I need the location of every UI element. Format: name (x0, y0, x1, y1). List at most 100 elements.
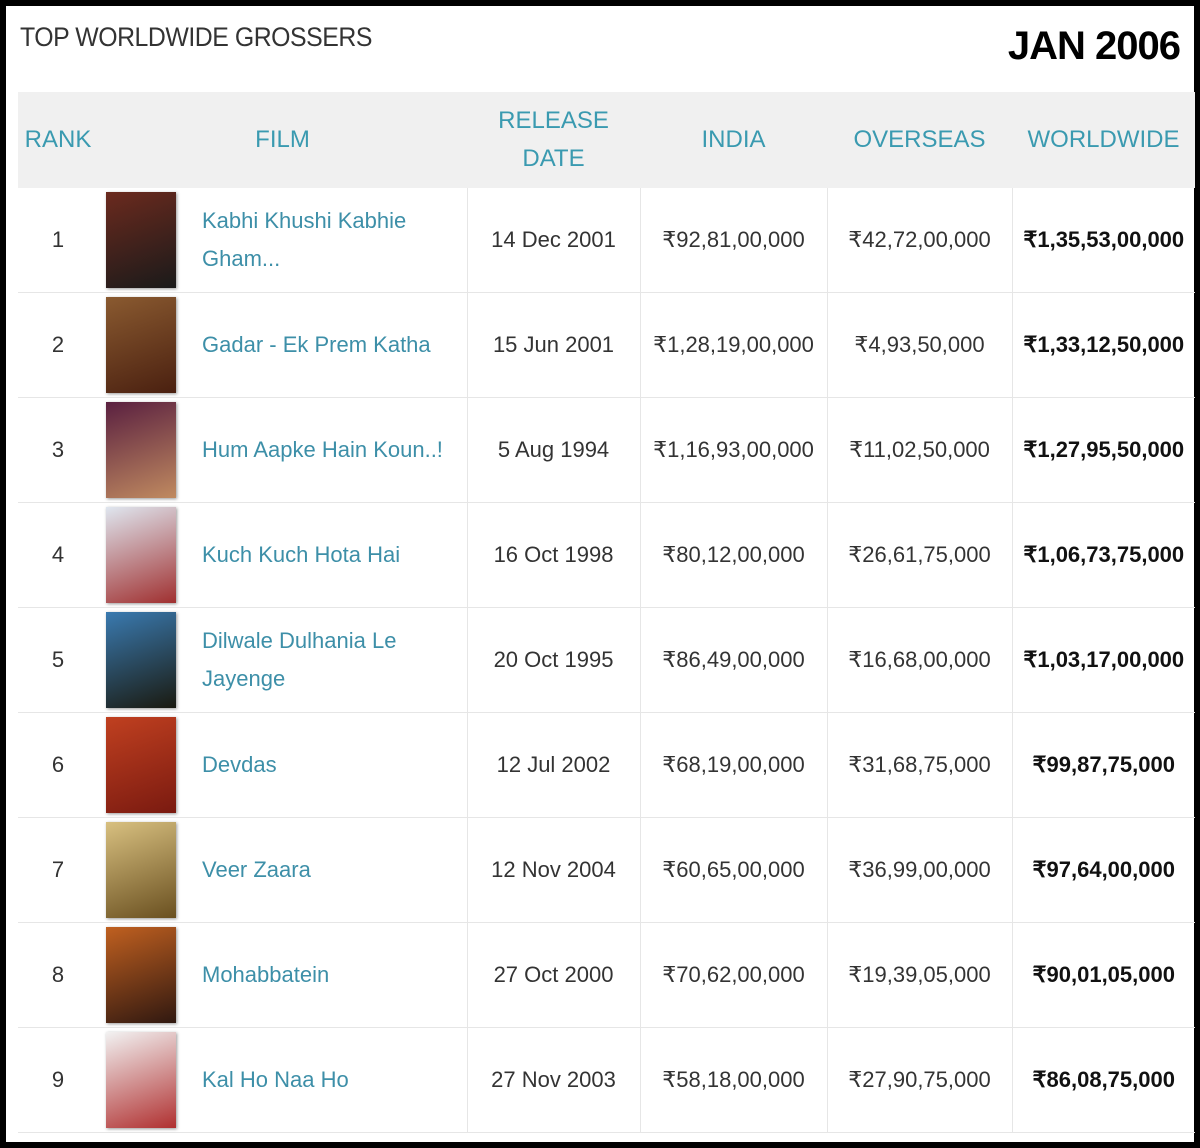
india-gross: ₹68,19,00,000 (640, 712, 828, 818)
rank: 8 (18, 922, 98, 1028)
film-wrap: Hum Aapke Hain Koun..! (98, 402, 467, 498)
release-date: 27 Nov 2003 (467, 1027, 641, 1133)
film-name: Veer Zaara (202, 857, 311, 882)
release-date: 5 Aug 1994 (467, 397, 641, 503)
poster (106, 927, 176, 1023)
film-cell: Veer Zaara (98, 817, 468, 923)
column-header: RELEASE DATE (467, 92, 640, 188)
film-name: Mohabbatein (202, 962, 330, 987)
film-wrap: Devdas (98, 717, 467, 813)
film-wrap: Mohabbatein (98, 927, 467, 1023)
overseas-gross: ₹27,90,75,000 (827, 1027, 1013, 1133)
overseas-gross: ₹42,72,00,000 (827, 188, 1013, 293)
table-row: 1 Kabhi Khushi Kabhie Gham... 14 Dec 2001 ₹… (18, 188, 1195, 293)
film-wrap: Dilwale Dulhania Le Jayenge (98, 612, 467, 708)
release-date: 14 Dec 2001 (467, 188, 641, 293)
worldwide-gross: ₹1,35,53,00,000 (1012, 188, 1195, 293)
film-name: Hum Aapke Hain Koun..! (202, 437, 443, 462)
overseas-gross: ₹26,61,75,000 (827, 502, 1013, 608)
film-name: Kabhi Khushi Kabhie Gham... (202, 208, 407, 271)
overseas-gross: ₹16,68,00,000 (827, 607, 1013, 713)
column-header: FILM (98, 92, 467, 188)
rank: 2 (18, 292, 98, 398)
film-name: Devdas (202, 752, 277, 777)
rank: 7 (18, 817, 98, 923)
film-cell: Kal Ho Naa Ho (98, 1027, 468, 1133)
film-cell: Kabhi Khushi Kabhie Gham... (98, 188, 468, 293)
rank: 4 (18, 502, 98, 608)
rank: 1 (18, 188, 98, 293)
worldwide-gross: ₹1,27,95,50,000 (1012, 397, 1195, 503)
column-header: WORLDWIDE (1012, 92, 1195, 188)
table-row: 8 Mohabbatein 27 Oct 2000 ₹70,62,00,000 ₹19,… (18, 922, 1195, 1028)
column-header: INDIA (640, 92, 827, 188)
india-gross: ₹1,28,19,00,000 (640, 292, 828, 398)
date-label: JAN 2006 (1007, 24, 1181, 68)
header-row: RANK FILM RELEASE DATE INDIA OVERSEAS WORLDWI… (18, 92, 1195, 188)
overseas-gross: ₹36,99,00,000 (827, 817, 1013, 923)
worldwide-gross: ₹99,87,75,000 (1012, 712, 1195, 818)
poster (106, 717, 176, 813)
film-wrap: Kabhi Khushi Kabhie Gham... (98, 192, 467, 288)
film-wrap: Gadar - Ek Prem Katha (98, 297, 467, 393)
film-wrap: Kuch Kuch Hota Hai (98, 507, 467, 603)
table-body: 1 Kabhi Khushi Kabhie Gham... 14 Dec 2001 ₹… (18, 188, 1195, 1133)
india-gross: ₹60,65,00,000 (640, 817, 828, 923)
worldwide-gross: ₹1,33,12,50,000 (1012, 292, 1195, 398)
film-wrap: Kal Ho Naa Ho (98, 1032, 467, 1128)
rank: 9 (18, 1027, 98, 1133)
overseas-gross: ₹31,68,75,000 (827, 712, 1013, 818)
film-cell: Hum Aapke Hain Koun..! (98, 397, 468, 503)
worldwide-gross: ₹1,03,17,00,000 (1012, 607, 1195, 713)
table-row: 2 Gadar - Ek Prem Katha 15 Jun 2001 ₹1,28,1… (18, 292, 1195, 398)
poster (106, 822, 176, 918)
film-name: Dilwale Dulhania Le Jayenge (202, 628, 397, 691)
release-date: 20 Oct 1995 (467, 607, 641, 713)
grossers-table: RANK FILM RELEASE DATE INDIA OVERSEAS WORLDWI… (18, 92, 1195, 1133)
india-gross: ₹80,12,00,000 (640, 502, 828, 608)
film-name: Kal Ho Naa Ho (202, 1067, 349, 1092)
table-row: 9 Kal Ho Naa Ho 27 Nov 2003 ₹58,18,00,000 ₹2… (18, 1027, 1195, 1133)
film-cell: Dilwale Dulhania Le Jayenge (98, 607, 468, 713)
poster (106, 612, 176, 708)
release-date: 12 Nov 2004 (467, 817, 641, 923)
release-date: 27 Oct 2000 (467, 922, 641, 1028)
film-name: Gadar - Ek Prem Katha (202, 332, 431, 357)
table-row: 7 Veer Zaara 12 Nov 2004 ₹60,65,00,000 ₹36,9… (18, 817, 1195, 923)
poster (106, 402, 176, 498)
film-name: Kuch Kuch Hota Hai (202, 542, 401, 567)
overseas-gross: ₹4,93,50,000 (827, 292, 1013, 398)
column-header: RANK (18, 92, 98, 188)
release-date: 16 Oct 1998 (467, 502, 641, 608)
poster (106, 297, 176, 393)
table-row: 6 Devdas 12 Jul 2002 ₹68,19,00,000 ₹31,68,75… (18, 712, 1195, 818)
table-row: 3 Hum Aapke Hain Koun..! 5 Aug 1994 ₹1,16,9… (18, 397, 1195, 503)
worldwide-gross: ₹97,64,00,000 (1012, 817, 1195, 923)
table-row: 4 Kuch Kuch Hota Hai 16 Oct 1998 ₹80,12,00,… (18, 502, 1195, 608)
film-cell: Devdas (98, 712, 468, 818)
rank: 5 (18, 607, 98, 713)
title: TOP WORLDWIDE GROSSERS (20, 22, 372, 52)
worldwide-gross: ₹1,06,73,75,000 (1012, 502, 1195, 608)
rank: 3 (18, 397, 98, 503)
film-cell: Mohabbatein (98, 922, 468, 1028)
worldwide-gross: ₹90,01,05,000 (1012, 922, 1195, 1028)
table-row: 5 Dilwale Dulhania Le Jayenge 20 Oct 1995 ₹… (18, 607, 1195, 713)
release-date: 12 Jul 2002 (467, 712, 641, 818)
rank: 6 (18, 712, 98, 818)
poster (106, 507, 176, 603)
india-gross: ₹92,81,00,000 (640, 188, 828, 293)
poster (106, 1032, 176, 1128)
overseas-gross: ₹11,02,50,000 (827, 397, 1013, 503)
india-gross: ₹70,62,00,000 (640, 922, 828, 1028)
india-gross: ₹86,49,00,000 (640, 607, 828, 713)
poster (106, 192, 176, 288)
india-gross: ₹1,16,93,00,000 (640, 397, 828, 503)
worldwide-gross: ₹86,08,75,000 (1012, 1027, 1195, 1133)
film-cell: Gadar - Ek Prem Katha (98, 292, 468, 398)
film-cell: Kuch Kuch Hota Hai (98, 502, 468, 608)
release-date: 15 Jun 2001 (467, 292, 641, 398)
india-gross: ₹58,18,00,000 (640, 1027, 828, 1133)
overseas-gross: ₹19,39,05,000 (827, 922, 1013, 1028)
